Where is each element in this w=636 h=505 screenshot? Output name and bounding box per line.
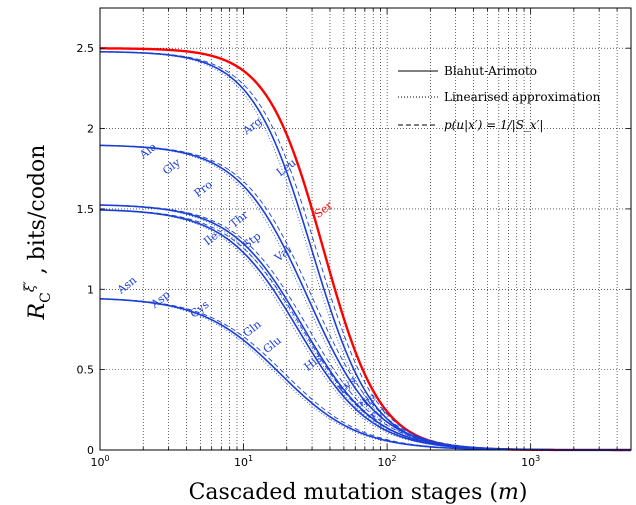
x-tick-exponent: 2 — [392, 454, 397, 463]
y-tick-label: 1 — [87, 283, 94, 296]
x-tick-label: 101 — [234, 454, 253, 469]
curve-label: Leu — [274, 156, 298, 179]
x-tick-exponent: 1 — [248, 454, 253, 463]
legend-label-blahut: Blahut-Arimoto — [444, 64, 537, 78]
curve-label: Cys — [188, 298, 212, 321]
x-tick-base: 10 — [234, 456, 248, 469]
legend-label-uniform: p(u|x′) = 1/|S_x′| — [444, 118, 543, 132]
series-line-dotted — [99, 209, 631, 451]
x-axis-title-close: ) — [519, 480, 528, 505]
series-line-dotted — [99, 51, 631, 451]
series-line-dashed — [99, 298, 631, 451]
y-tick-label: 0.5 — [77, 364, 95, 377]
x-tick-label: 100 — [90, 454, 109, 469]
curve-label: Gly — [160, 155, 183, 177]
legend: Blahut-Arimoto Linearised approximation … — [398, 64, 601, 132]
curve-label: Gln — [240, 318, 263, 340]
series-line-solid — [99, 204, 631, 451]
curve-label: Ala — [136, 140, 159, 162]
x-tick-label: 102 — [378, 454, 397, 469]
plot-frame — [99, 7, 632, 451]
y-tick-label: 0 — [87, 444, 94, 457]
x-tick-base: 10 — [90, 456, 104, 469]
y-tick-label: 2 — [87, 123, 94, 136]
x-axis-title-text: Cascaded mutation stages ( — [189, 480, 498, 505]
x-axis-title: Cascaded mutation stages (m) — [189, 480, 528, 505]
x-tick-exponent: 3 — [535, 454, 540, 463]
x-axis-title-var: m — [498, 480, 519, 505]
curve-label: Pro — [192, 178, 215, 200]
y-axis-title-sub: C — [38, 292, 54, 303]
y-axis-title-sup: ξ′ — [22, 280, 38, 292]
series-line-dashed — [99, 209, 631, 451]
legend-label-linearised: Linearised approximation — [444, 90, 601, 104]
y-axis-title-unit: , bits/codon — [25, 145, 50, 282]
x-tick-base: 10 — [521, 456, 535, 469]
series-line-solid — [99, 50, 631, 451]
series-line-solid — [99, 209, 632, 451]
curve-label: Asn — [114, 273, 139, 297]
x-tick-label: 103 — [521, 454, 540, 469]
series-line-dashed — [99, 51, 631, 451]
curve-label: His — [302, 352, 325, 374]
x-tick-base: 10 — [378, 456, 392, 469]
y-tick-label: 2.5 — [77, 42, 95, 55]
curve-label: Asp — [148, 288, 173, 312]
series-line-solid — [99, 47, 631, 452]
curve-label: Glu — [261, 334, 284, 356]
y-axis-title-base: R — [25, 303, 50, 321]
curve-series — [99, 47, 632, 452]
x-tick-exponent: 0 — [104, 454, 109, 463]
axis-titles: Cascaded mutation stages (m) RCξ′ , bits… — [22, 145, 527, 505]
y-tick-label: 1.5 — [77, 203, 95, 216]
y-axis-title: RCξ′ , bits/codon — [22, 145, 54, 321]
curve-label: Thr — [227, 208, 251, 231]
